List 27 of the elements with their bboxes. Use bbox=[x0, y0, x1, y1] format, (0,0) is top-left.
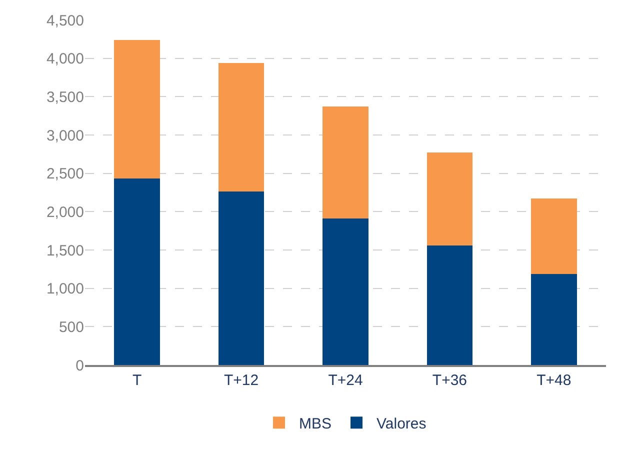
y-tick-label: 1,500 bbox=[46, 242, 84, 260]
legend-label: MBS bbox=[299, 416, 332, 432]
x-tick-label: T bbox=[132, 372, 142, 389]
y-tick-label: 1,000 bbox=[46, 280, 84, 298]
bar bbox=[322, 106, 368, 219]
bar bbox=[322, 218, 368, 365]
bar bbox=[426, 245, 473, 365]
bar bbox=[426, 152, 473, 246]
x-tick-label: T+36 bbox=[432, 372, 468, 389]
legend-label: Valores bbox=[376, 416, 426, 432]
bar bbox=[530, 274, 577, 365]
y-tick-label: 4,500 bbox=[46, 12, 84, 30]
y-tick-label: 0 bbox=[76, 357, 84, 374]
x-tick-label: T+12 bbox=[224, 372, 259, 389]
y-tick-label: 2,000 bbox=[46, 204, 84, 221]
bar bbox=[114, 178, 160, 365]
bar bbox=[218, 192, 264, 365]
bar bbox=[218, 62, 264, 192]
bar bbox=[114, 40, 160, 179]
y-tick-label: 2,500 bbox=[46, 166, 84, 183]
y-tick-label: 500 bbox=[58, 318, 84, 336]
x-tick-label: T+48 bbox=[536, 372, 572, 389]
y-tick-label: 3,000 bbox=[46, 127, 84, 144]
x-tick-label: T+24 bbox=[328, 372, 363, 389]
y-tick-label: 3,500 bbox=[46, 88, 84, 106]
y-tick-label: 4,000 bbox=[46, 50, 84, 68]
bar bbox=[530, 198, 577, 274]
